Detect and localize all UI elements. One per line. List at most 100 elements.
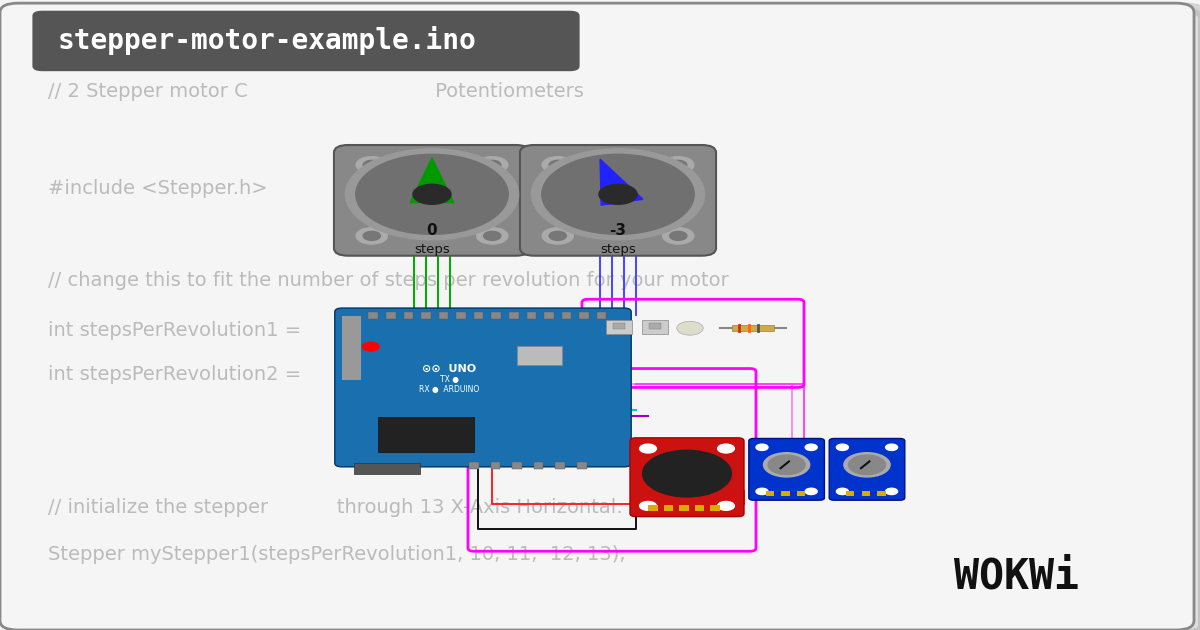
Text: TX ●
RX ●  ARDUINO: TX ● RX ● ARDUINO	[419, 375, 479, 394]
Circle shape	[550, 231, 566, 241]
Text: steps: steps	[414, 243, 450, 256]
Text: // initialize the stepper           through 13 X-Axis Horizontal:: // initialize the stepper through 13 X-A…	[48, 498, 623, 517]
Circle shape	[476, 227, 508, 244]
Circle shape	[643, 450, 732, 497]
Text: // 2 Stepper motor C                              Potentiometers: // 2 Stepper motor C Potentiometers	[48, 82, 584, 101]
Text: Stepper myStepper1(stepsPerRevolution1, 10, 11,  12, 13);: Stepper myStepper1(stepsPerRevolution1, …	[48, 545, 626, 564]
Bar	[797, 491, 805, 496]
Bar	[648, 505, 658, 511]
Text: ⊙⊙  UNO: ⊙⊙ UNO	[422, 364, 476, 374]
Bar	[695, 505, 704, 511]
Text: steps: steps	[600, 243, 636, 256]
Bar	[403, 312, 413, 319]
Circle shape	[484, 231, 500, 241]
Bar	[534, 462, 544, 469]
Polygon shape	[410, 158, 454, 202]
Bar	[580, 312, 589, 319]
Circle shape	[844, 453, 890, 477]
Bar	[517, 346, 563, 365]
Bar	[368, 312, 378, 319]
Circle shape	[542, 227, 574, 244]
Circle shape	[356, 157, 388, 173]
Bar	[679, 505, 689, 511]
Bar	[664, 505, 673, 511]
Bar	[544, 312, 553, 319]
Bar	[577, 462, 587, 469]
Circle shape	[756, 444, 768, 450]
FancyBboxPatch shape	[749, 438, 824, 500]
Circle shape	[484, 161, 500, 169]
Circle shape	[640, 444, 656, 453]
Circle shape	[763, 453, 810, 477]
Circle shape	[364, 231, 380, 241]
Circle shape	[836, 444, 848, 450]
Text: int stepsPerRevolution2 =: int stepsPerRevolution2 =	[48, 365, 301, 384]
Circle shape	[768, 455, 805, 474]
Circle shape	[836, 488, 848, 495]
Circle shape	[805, 488, 817, 495]
Text: int stepsPerRevolution1 =: int stepsPerRevolution1 =	[48, 321, 301, 340]
Bar	[732, 325, 774, 331]
Circle shape	[718, 444, 734, 453]
Text: 0: 0	[427, 223, 437, 238]
Bar	[474, 312, 484, 319]
Circle shape	[356, 227, 388, 244]
Circle shape	[542, 157, 574, 173]
Bar	[766, 491, 774, 496]
Circle shape	[599, 185, 637, 204]
Bar	[846, 491, 854, 496]
Bar	[556, 462, 565, 469]
Bar	[421, 312, 431, 319]
Bar	[492, 312, 502, 319]
Bar	[642, 320, 668, 334]
Circle shape	[718, 501, 734, 510]
Circle shape	[355, 154, 509, 234]
Circle shape	[550, 161, 566, 169]
Circle shape	[886, 488, 898, 495]
FancyBboxPatch shape	[334, 145, 530, 256]
Circle shape	[670, 231, 686, 241]
Bar	[649, 323, 661, 329]
Bar	[527, 312, 536, 319]
Bar	[469, 462, 479, 469]
Bar	[562, 312, 571, 319]
Circle shape	[805, 444, 817, 450]
FancyBboxPatch shape	[520, 145, 716, 256]
Bar	[491, 462, 500, 469]
Circle shape	[670, 161, 686, 169]
Text: #include <Stepper.h>: #include <Stepper.h>	[48, 180, 268, 198]
Circle shape	[662, 227, 694, 244]
Bar	[378, 417, 474, 452]
Polygon shape	[600, 159, 643, 205]
FancyBboxPatch shape	[0, 3, 1194, 630]
Bar	[862, 491, 870, 496]
Text: stepper-motor-example.ino: stepper-motor-example.ino	[58, 26, 476, 55]
Bar	[342, 316, 361, 380]
Bar	[596, 312, 606, 319]
Circle shape	[756, 488, 768, 495]
Circle shape	[677, 321, 703, 335]
Bar	[354, 463, 420, 474]
Text: // change this to fit the number of steps per revolution for your motor: // change this to fit the number of step…	[48, 271, 728, 290]
Bar	[439, 312, 449, 319]
FancyBboxPatch shape	[630, 438, 744, 517]
Circle shape	[532, 149, 704, 240]
Circle shape	[362, 342, 379, 351]
Text: -3: -3	[610, 223, 626, 238]
Bar	[710, 505, 720, 511]
Bar	[877, 491, 886, 496]
Bar	[512, 462, 522, 469]
Circle shape	[640, 501, 656, 510]
Circle shape	[848, 455, 886, 474]
FancyBboxPatch shape	[335, 308, 631, 467]
Bar	[386, 312, 396, 319]
Circle shape	[662, 157, 694, 173]
Circle shape	[413, 185, 451, 204]
Circle shape	[346, 149, 518, 240]
Bar	[456, 312, 466, 319]
Bar	[613, 323, 625, 329]
Bar	[606, 320, 632, 334]
Text: WOKWi: WOKWi	[954, 556, 1079, 597]
Circle shape	[364, 161, 380, 169]
Bar	[509, 312, 518, 319]
